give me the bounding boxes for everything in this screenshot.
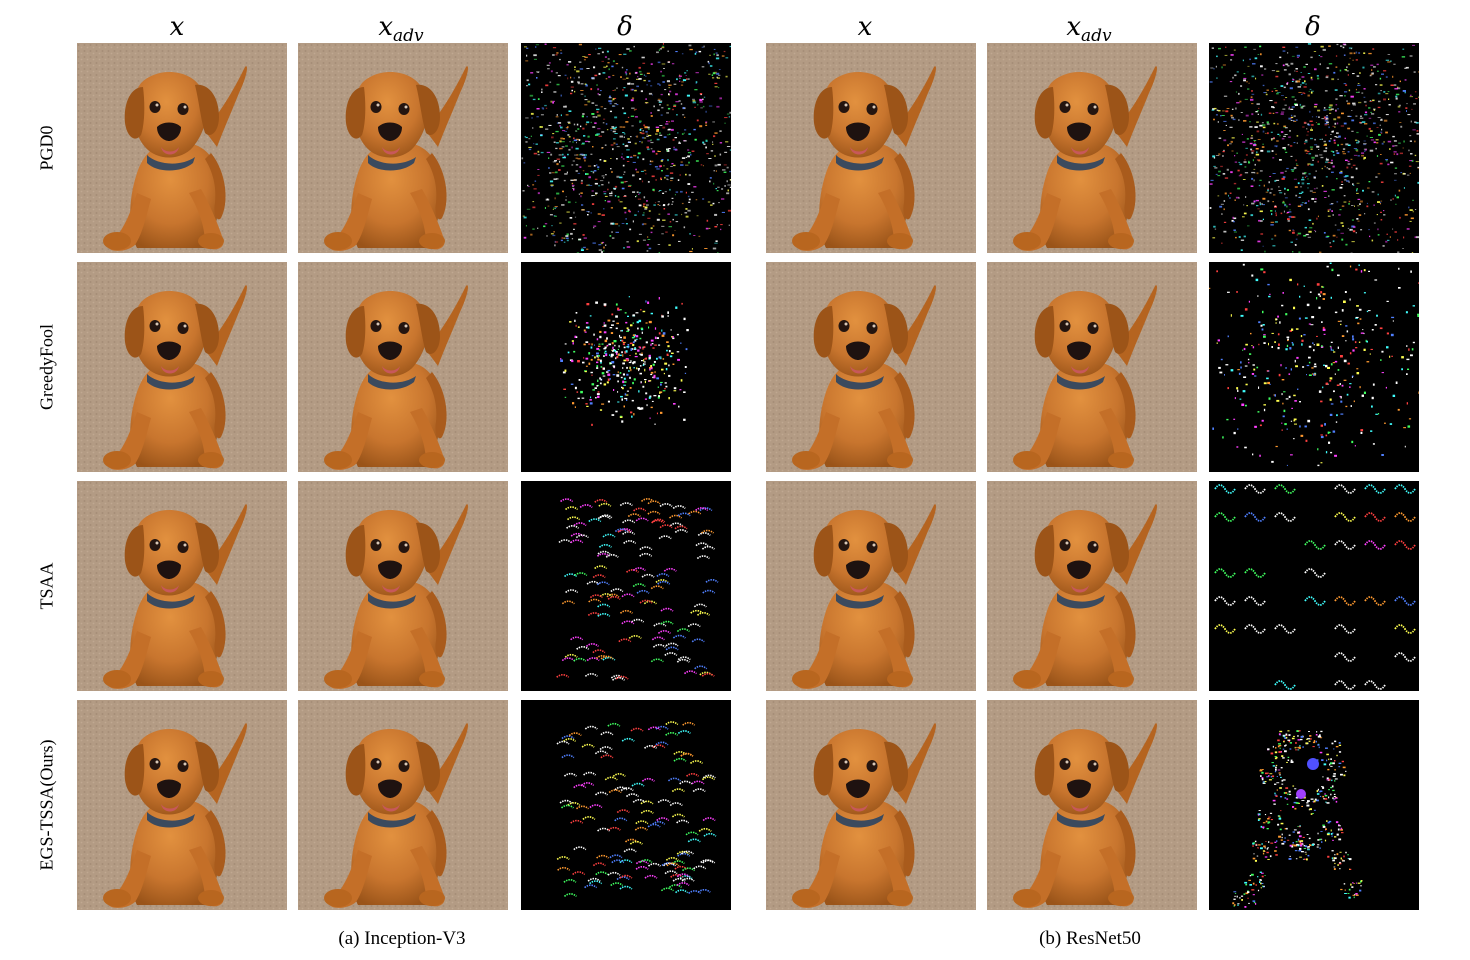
- original-image-egs-tssa-inception: [77, 700, 287, 910]
- row-label-greedyfool: GreedyFool: [36, 324, 57, 410]
- perturbation-image-greedyfool-resnet: [1209, 262, 1419, 472]
- original-image-pgd0-inception: [77, 43, 287, 253]
- column-header-x-resnet: x: [857, 12, 873, 42]
- original-image-greedyfool-inception: [77, 262, 287, 472]
- original-image-tsaa-inception: [77, 481, 287, 691]
- adversarial-image-tsaa-inception: [298, 481, 508, 691]
- perturbation-image-tsaa-resnet: [1209, 481, 1419, 691]
- column-header-x-inception: x: [169, 12, 185, 42]
- adversarial-image-pgd0-resnet: [987, 43, 1197, 253]
- row-label-tsaa: TSAA: [36, 562, 57, 610]
- caption-resnet50: (b) ResNet50: [1039, 928, 1141, 949]
- original-image-greedyfool-resnet: [766, 262, 976, 472]
- adversarial-image-greedyfool-inception: [298, 262, 508, 472]
- column-header-delta-inception: δ: [617, 12, 633, 42]
- adversarial-image-egs-tssa-inception: [298, 700, 508, 910]
- row-label-egs-tssa: EGS-TSSA(Ours): [36, 739, 57, 871]
- adversarial-image-pgd0-inception: [298, 43, 508, 253]
- perturbation-image-tsaa-inception: [521, 481, 731, 691]
- column-header-xadv-resnet: xadv: [1066, 12, 1112, 47]
- original-image-pgd0-resnet: [766, 43, 976, 253]
- perturbation-image-pgd0-inception: [521, 43, 731, 253]
- original-image-tsaa-resnet: [766, 481, 976, 691]
- caption-inception-v3: (a) Inception-V3: [338, 928, 466, 949]
- adversarial-image-greedyfool-resnet: [987, 262, 1197, 472]
- row-label-pgd0: PGD0: [36, 125, 57, 171]
- perturbation-image-greedyfool-inception: [521, 262, 731, 472]
- perturbation-image-egs-tssa-resnet: [1209, 700, 1419, 910]
- original-image-egs-tssa-resnet: [766, 700, 976, 910]
- adversarial-image-egs-tssa-resnet: [987, 700, 1197, 910]
- column-header-delta-resnet: δ: [1305, 12, 1321, 42]
- column-header-xadv-inception: xadv: [378, 12, 424, 47]
- perturbation-image-pgd0-resnet: [1209, 43, 1419, 253]
- adversarial-image-tsaa-resnet: [987, 481, 1197, 691]
- perturbation-image-egs-tssa-inception: [521, 700, 731, 910]
